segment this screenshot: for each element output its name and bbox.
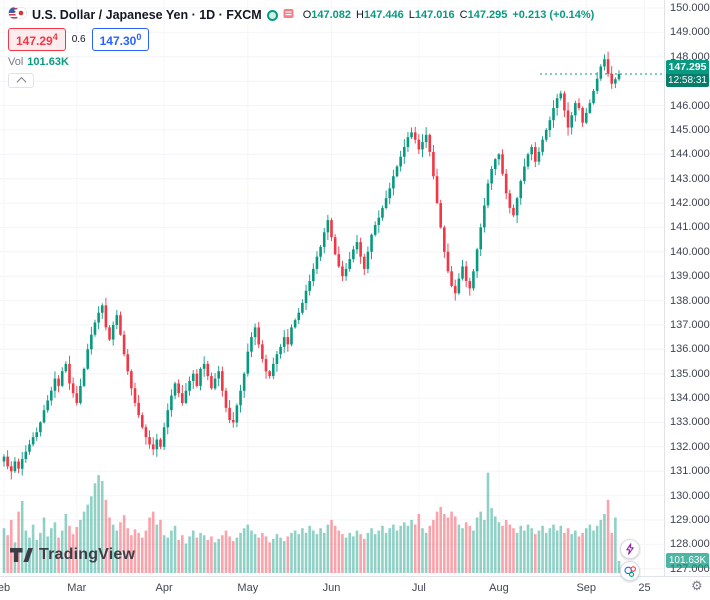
close-value: 147.295 — [467, 9, 508, 21]
low-value: 147.016 — [414, 9, 455, 21]
tradingview-logo[interactable]: TradingView — [10, 546, 135, 564]
time-tick: Jun — [322, 582, 341, 594]
volume-axis-badge: 101.63K — [666, 553, 709, 568]
symbol-flags-icon — [8, 6, 27, 25]
boost-button[interactable] — [620, 539, 640, 559]
flagged-symbol-icon[interactable] — [283, 6, 294, 24]
time-tick: Apr — [155, 582, 173, 594]
price-tick: 128.000 — [670, 538, 710, 551]
tradingview-logo-icon — [10, 547, 33, 562]
community-bubbles-icon — [624, 566, 636, 577]
sell-price-value: 147.29 — [16, 34, 53, 48]
last-price-value: 147.295 — [666, 60, 709, 75]
market-open-dot-icon[interactable] — [266, 9, 278, 21]
price-tick: 129.000 — [670, 513, 710, 526]
time-tick: Jul — [411, 582, 426, 594]
price-tick: 141.000 — [670, 221, 710, 234]
price-tick: 145.000 — [670, 123, 710, 136]
spread-value: 0.6 — [71, 34, 86, 45]
price-chart-canvas[interactable] — [0, 0, 664, 576]
community-button[interactable] — [620, 561, 640, 581]
bar-countdown: 12:58:31 — [666, 74, 709, 88]
price-tick: 144.000 — [670, 148, 710, 161]
price-tick: 133.000 — [670, 416, 710, 429]
price-tick: 130.000 — [670, 489, 710, 502]
price-tick: 149.000 — [670, 26, 710, 39]
price-tick: 143.000 — [670, 172, 710, 185]
volume-value: 101.63K — [27, 56, 69, 68]
sell-price-button[interactable]: 147.294 — [8, 28, 66, 51]
lightning-icon — [626, 543, 634, 555]
price-tick: 148.000 — [670, 50, 710, 63]
symbol-legend: U.S. Dollar / Japanese Yen · 1D · FXCM O… — [8, 5, 594, 88]
price-tick: 136.000 — [670, 343, 710, 356]
buy-price-button[interactable]: 147.300 — [91, 28, 150, 51]
symbol-title[interactable]: U.S. Dollar / Japanese Yen · 1D · FXCM — [32, 8, 262, 22]
price-tick: 131.000 — [670, 465, 710, 478]
candlestick-chart — [0, 7, 664, 573]
time-tick: Aug — [489, 582, 509, 594]
price-tick: 138.000 — [670, 294, 710, 307]
current-price-badge: 147.295 12:58:31 — [666, 60, 709, 88]
price-tick: 135.000 — [670, 367, 710, 380]
price-axis[interactable]: 147.295 12:58:31 101.63K 150.000 149.000 1… — [664, 0, 710, 576]
price-tick: 150.000 — [670, 2, 710, 15]
time-tick: eb — [0, 582, 11, 594]
collapse-legend-button[interactable] — [8, 73, 34, 88]
high-value: 147.446 — [363, 9, 404, 21]
sell-price-pip: 4 — [52, 32, 58, 42]
time-tick: 25 — [638, 582, 651, 594]
high-label: H — [356, 9, 364, 21]
open-label: O — [302, 9, 312, 21]
volume-label: Vol — [8, 56, 24, 68]
time-axis[interactable]: eb Mar Apr May Jun Jul Aug Sep 25 — [0, 576, 710, 600]
price-tick: 137.000 — [670, 318, 710, 331]
tradingview-logo-text: TradingView — [39, 546, 136, 563]
price-change-value: +0.213 (+0.14%) — [512, 9, 595, 21]
time-tick: Mar — [67, 582, 87, 594]
buy-price-pip: 0 — [136, 32, 142, 42]
chevron-up-icon — [16, 76, 26, 87]
close-label: C — [459, 9, 468, 21]
price-tick: 139.000 — [670, 270, 710, 283]
time-tick: Sep — [576, 582, 597, 594]
price-tick: 142.000 — [670, 197, 710, 210]
price-tick: 140.000 — [670, 245, 710, 258]
ohlc-readout: O147.082 H147.446 L147.016 C147.295 — [303, 9, 508, 21]
buy-price-value: 147.30 — [99, 34, 137, 48]
open-value: 147.082 — [311, 9, 352, 21]
price-tick: 134.000 — [670, 392, 710, 405]
price-tick: 146.000 — [670, 99, 710, 112]
settings-gear-icon[interactable]: ⚙ — [691, 578, 703, 593]
price-tick: 132.000 — [670, 440, 710, 453]
low-label: L — [408, 9, 415, 21]
time-tick: May — [237, 582, 259, 594]
